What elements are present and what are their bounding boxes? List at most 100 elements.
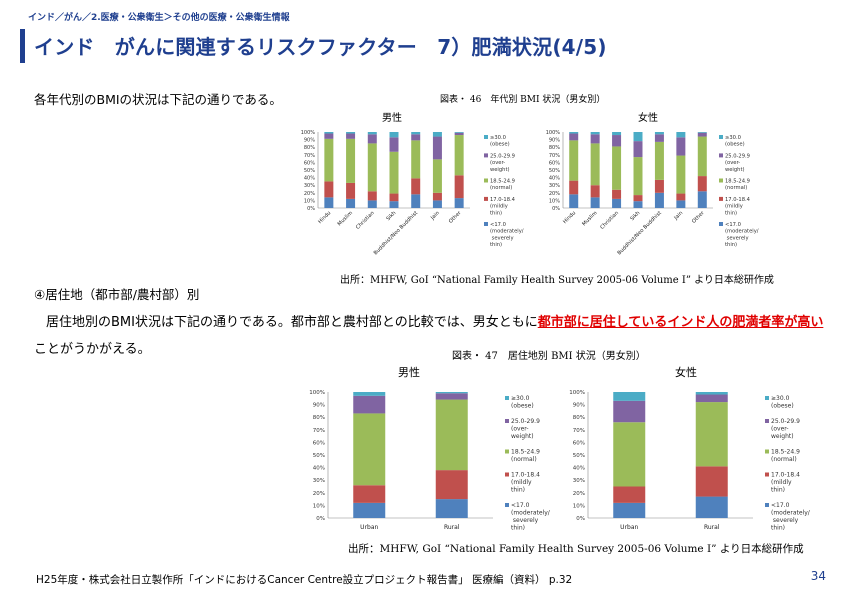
x-tick-label: Muslim [337, 210, 354, 227]
legend-label: ≥30.0 (obese) [511, 395, 534, 410]
figure1-female-label: 女性 [638, 113, 658, 124]
page-title: インド がんに関連するリスクファクター 7）肥満状況(4/5) [34, 35, 607, 59]
x-tick-label: Other [448, 210, 463, 225]
y-tick-label: 70% [304, 153, 315, 159]
breadcrumb: インド／がん／2.医療・公衆衛生＞その他の医療・公衆衛生情報 [28, 13, 290, 23]
y-tick-label: 20% [313, 491, 325, 497]
figure1-source: 出所：MHFW, GoI “National Family Health Sur… [340, 275, 774, 286]
bar-segment [654, 179, 664, 193]
bar-segment [324, 181, 334, 198]
chart-religion-male: 0% 10%20% 30%40% 50% 60%70% 80%90% 100% Hindu Mu… [301, 130, 524, 256]
bar-segment [454, 132, 464, 133]
chart-residence-male: 0% 10% 20% 30% 40% 50% 60% 70% 80% 90% 100% Urban Ru… [309, 390, 550, 532]
figure2-male-label: 男性 [398, 366, 420, 379]
y-tick-label: 50% [313, 453, 325, 459]
bar-segment [697, 176, 707, 192]
legend-swatch [765, 396, 769, 400]
bar-segment [346, 182, 356, 199]
legend-label: <17.0 (moderately/ severely thin) [725, 222, 759, 248]
bar-segment [346, 138, 356, 183]
bar-segment [353, 413, 386, 486]
bar-segment [613, 392, 646, 401]
legend-swatch [719, 135, 723, 139]
y-tick-label: 0% [552, 206, 560, 212]
bar-segment [676, 155, 686, 194]
x-tick-label: Rural [704, 524, 720, 531]
y-tick-label: 10% [573, 503, 585, 509]
legend-label: 18.5-24.9 (normal) [725, 179, 750, 192]
bar-segment [411, 134, 421, 141]
page-number: 34 [810, 569, 826, 583]
bar-segment [676, 200, 686, 208]
y-tick-label: 70% [549, 153, 560, 159]
bar-segment [367, 200, 377, 208]
bar-segment [654, 132, 664, 135]
bar-segment [612, 132, 622, 136]
bar-segment [676, 193, 686, 201]
bar-segment [411, 140, 421, 179]
y-tick-label: 80% [313, 415, 325, 421]
bar-segment [389, 151, 399, 194]
y-tick-label: 10% [549, 198, 560, 204]
legend-label: 25.0-29.9 (over-weight) [725, 153, 750, 172]
bar-segment [411, 178, 421, 195]
bar-segment [654, 134, 664, 142]
title-accent-bar [20, 29, 25, 63]
bar-segment [612, 146, 622, 190]
bar-segment [633, 201, 643, 208]
y-tick-label: 0% [576, 516, 585, 522]
legend-label: 18.5-24.9 (normal) [511, 449, 540, 464]
y-tick-label: 90% [573, 403, 585, 409]
y-tick-label: 50% [549, 168, 560, 174]
bar-segment [346, 133, 356, 139]
legend-swatch [505, 396, 509, 400]
y-tick-label: 10% [304, 198, 315, 204]
legend-label: <17.0 (moderately/ severely thin) [771, 502, 811, 532]
legend-label: ≥30.0 (obese) [490, 135, 510, 148]
x-tick-label: Hindu [562, 210, 577, 225]
bar-segment [454, 135, 464, 176]
bar-segment [367, 143, 377, 192]
legend-swatch [719, 153, 723, 158]
bar-segment [613, 486, 646, 503]
y-tick-label: 100% [309, 390, 325, 396]
legend-swatch [484, 135, 488, 139]
bar-segment [676, 132, 686, 138]
bar-segment [695, 392, 728, 395]
y-tick-label: 90% [549, 138, 560, 144]
y-tick-label: 40% [573, 466, 585, 472]
body-text-highlight: 都市部に居住しているインド人の肥満者率が高い [537, 315, 824, 330]
bar-segment [435, 392, 468, 394]
bar-segment [435, 393, 468, 400]
bar-segment [569, 180, 579, 195]
bar-segment [389, 193, 399, 202]
legend-swatch [505, 419, 509, 423]
legend-swatch [765, 449, 769, 454]
y-tick-label: 80% [549, 145, 560, 151]
legend-label: 25.0-29.9 (over-weight) [490, 153, 515, 172]
bar-segment [695, 496, 728, 518]
bar-segment [353, 395, 386, 414]
bar-segment [353, 485, 386, 503]
footer-text: H25年度・株式会社日立製作所「インドにおけるCancer Centre設立プロ… [36, 574, 573, 586]
legend-label: 25.0-29.9 (over-weight) [771, 418, 800, 440]
bar-segment [654, 192, 664, 208]
y-tick-label: 100% [301, 130, 316, 136]
legend-swatch [484, 178, 488, 183]
bar-segment [367, 132, 377, 135]
bar-segment [697, 132, 707, 137]
bar-segment [590, 197, 600, 208]
bar-segment [613, 422, 646, 487]
legend-label: 17.0-18.4 (mildly thin) [725, 197, 751, 216]
bar-segment [676, 137, 686, 156]
bar-segment [590, 143, 600, 186]
legend-label: ≥30.0 (obese) [725, 135, 745, 148]
y-tick-label: 40% [304, 176, 315, 182]
legend-swatch [484, 196, 488, 201]
bar-segment [411, 132, 421, 135]
bar-segment [411, 194, 421, 208]
chart-religion-female: 0% 10%20% 30%40% 50% 60%70% 80%90% 100% Hindu Mu… [546, 130, 759, 256]
bar-segment [695, 466, 728, 497]
x-tick-label: Jain [429, 210, 441, 222]
bar-segment [633, 195, 643, 202]
